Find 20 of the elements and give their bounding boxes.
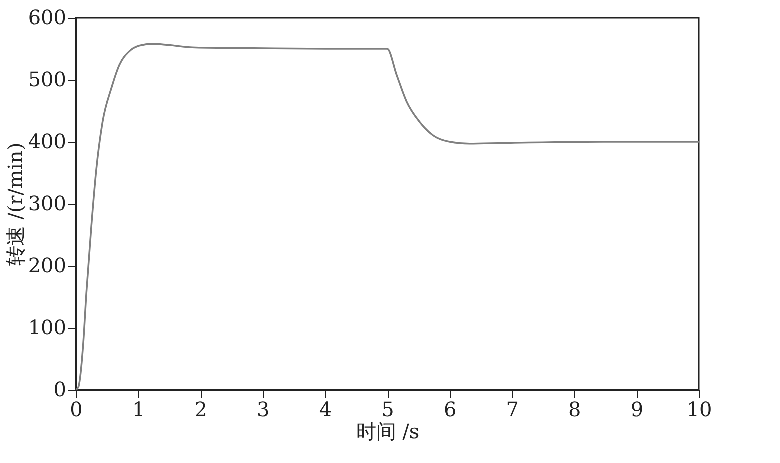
y-tick-label: 300 [28, 192, 66, 216]
x-tick-label: 2 [194, 398, 208, 422]
y-tick-label: 400 [28, 130, 66, 154]
x-tick-label: 6 [444, 398, 457, 422]
x-tick-label: 4 [319, 398, 332, 422]
x-tick-label: 7 [506, 398, 519, 422]
y-tick-label: 0 [54, 378, 66, 402]
x-tick-label: 5 [382, 398, 394, 422]
x-tick-label: 3 [257, 398, 270, 422]
y-tick-label: 200 [28, 254, 66, 278]
x-tick-label: 0 [70, 398, 83, 422]
x-tick-label: 1 [132, 398, 146, 422]
x-axis-title: 时间 /s [356, 420, 420, 444]
y-tick-label: 500 [28, 68, 66, 92]
y-tick-label: 100 [28, 316, 66, 340]
x-tick-label: 8 [568, 398, 582, 422]
x-tick-label: 9 [630, 398, 644, 422]
y-tick-label: 600 [28, 6, 66, 30]
y-axis-title: 转速 /(r/min) [3, 142, 28, 266]
x-tick-label: 10 [686, 398, 712, 422]
